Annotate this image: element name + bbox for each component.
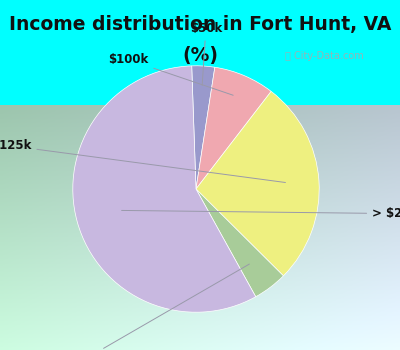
Text: (%): (%) <box>182 47 218 65</box>
Text: Asian residents: Asian residents <box>134 84 266 99</box>
Text: Income distribution in Fort Hunt, VA: Income distribution in Fort Hunt, VA <box>9 15 391 34</box>
Wedge shape <box>73 66 256 312</box>
Text: $125k: $125k <box>0 139 286 182</box>
Wedge shape <box>196 67 271 189</box>
Text: $200k: $200k <box>65 264 249 350</box>
Wedge shape <box>196 91 319 276</box>
Text: $100k: $100k <box>108 53 233 95</box>
Wedge shape <box>196 189 284 297</box>
Text: Ⓜ City-Data.com: Ⓜ City-Data.com <box>285 51 364 61</box>
Text: $50k: $50k <box>190 22 222 85</box>
Text: > $200k: > $200k <box>122 207 400 220</box>
Wedge shape <box>192 66 215 189</box>
